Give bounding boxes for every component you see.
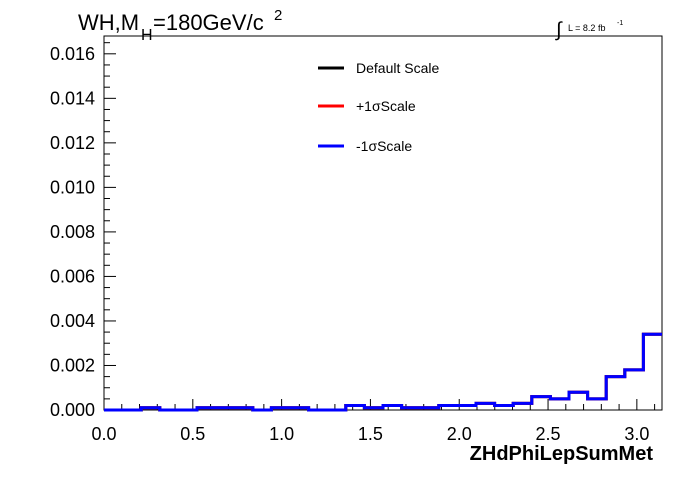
y-tick-label: 0.000: [50, 400, 95, 420]
y-tick-label: 0.006: [50, 266, 95, 286]
series-line-2: [104, 332, 662, 412]
y-tick-label: 0.010: [50, 177, 95, 197]
y-tick-label: 0.012: [50, 133, 95, 153]
x-axis-label: ZHdPhiLepSumMet: [470, 443, 654, 465]
legend: Default Scale +1σScale -1σScale: [318, 60, 439, 154]
x-tick-label: 2.5: [536, 424, 561, 444]
title-superscript: 2: [274, 7, 282, 24]
x-tick-label: 1.0: [269, 424, 294, 444]
x-tick-label: 1.5: [358, 424, 383, 444]
x-tick-label: 0.0: [91, 424, 116, 444]
y-tick-label: 0.014: [50, 88, 95, 108]
lumi-text: L = 8.2 fb: [568, 23, 605, 33]
title-prefix: WH,M: [78, 10, 139, 35]
x-tick-label: 0.5: [180, 424, 205, 444]
legend-label: +1σScale: [356, 98, 416, 114]
axes: 0.0 0.5 1.0 1.5 2.0 2.5 3.0 0.000 0.002 0.004 0.00…: [50, 35, 663, 444]
x-tick-label: 3.0: [624, 424, 649, 444]
legend-label: Default Scale: [356, 60, 439, 76]
lumi-integral: ∫: [555, 19, 563, 41]
y-tick-label: 0.004: [50, 311, 95, 331]
y-tick-label: 0.002: [50, 355, 95, 375]
legend-label: -1σScale: [356, 138, 412, 154]
title-value: =180GeV/c: [153, 10, 264, 35]
lumi-superscript: -1: [617, 20, 623, 27]
x-tick-label: 2.0: [447, 424, 472, 444]
plot-frame: [103, 35, 663, 411]
series-layer: [104, 332, 662, 412]
y-tick-label: 0.008: [50, 222, 95, 242]
y-tick-label: 0.016: [50, 44, 95, 64]
